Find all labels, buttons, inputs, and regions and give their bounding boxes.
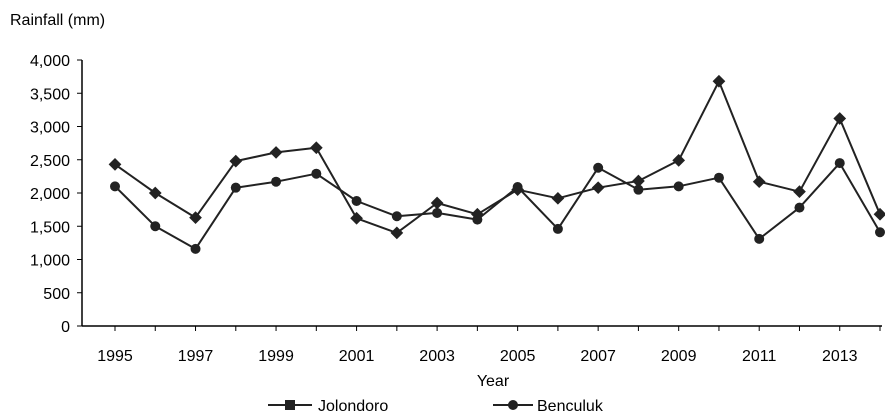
data-point-benculuk: [713, 172, 724, 183]
legend-marker-jolondoro: [285, 400, 295, 410]
data-point-benculuk: [110, 181, 120, 192]
x-tick-label: 1995: [97, 348, 133, 365]
data-point-jolondoro: [108, 158, 122, 171]
x-tick-label: 2003: [419, 348, 455, 365]
data-point-benculuk: [190, 243, 201, 254]
data-point-benculuk: [512, 182, 523, 193]
data-point-jolondoro: [793, 185, 806, 199]
data-point-jolondoro: [229, 154, 243, 168]
data-point-benculuk: [230, 182, 241, 193]
y-tick-label: 0: [61, 319, 70, 336]
x-tick-label: 2011: [742, 348, 777, 365]
y-tick-label: 3,500: [30, 86, 70, 103]
x-tick-label: 1999: [258, 348, 294, 365]
y-tick-label: 500: [43, 286, 70, 303]
series-line-jolondoro: [114, 80, 881, 234]
data-point-jolondoro: [712, 74, 726, 88]
x-tick-label: 2005: [500, 348, 536, 365]
data-point-benculuk: [593, 162, 604, 173]
data-point-benculuk: [834, 158, 845, 169]
data-point-jolondoro: [269, 146, 283, 159]
data-point-benculuk: [552, 223, 563, 234]
series-benculuk: [110, 158, 885, 254]
data-point-jolondoro: [390, 226, 404, 240]
data-point-jolondoro: [350, 211, 363, 225]
legend-label-benculuk: Benculuk: [537, 398, 604, 414]
series-line-benculuk: [114, 162, 881, 250]
x-axis-label: Year: [477, 373, 510, 390]
series-jolondoro: [108, 74, 885, 240]
x-tick-label: 1997: [178, 348, 214, 365]
x-tick-label: 2007: [580, 348, 616, 365]
data-point-jolondoro: [189, 211, 202, 224]
data-point-jolondoro: [833, 112, 847, 125]
legend-label-jolondoro: Jolondoro: [318, 398, 388, 414]
data-point-jolondoro: [672, 154, 686, 167]
data-point-benculuk: [633, 184, 644, 195]
x-tick-label: 2009: [661, 348, 697, 365]
y-tick-label: 2,500: [30, 153, 70, 170]
data-point-benculuk: [472, 214, 483, 225]
data-point-benculuk: [432, 207, 443, 218]
data-point-jolondoro: [591, 181, 605, 195]
x-tick-label: 2013: [822, 348, 858, 365]
legend: Jolondoro Benculuk: [268, 398, 604, 414]
data-point-jolondoro: [309, 141, 323, 155]
data-point-benculuk: [351, 195, 362, 206]
data-point-jolondoro: [873, 207, 885, 221]
data-point-benculuk: [150, 221, 161, 232]
data-point-benculuk: [391, 211, 402, 222]
series-layer: [108, 74, 885, 254]
data-point-benculuk: [875, 227, 885, 238]
data-point-benculuk: [271, 176, 282, 187]
y-tick-label: 3,000: [30, 120, 70, 137]
y-tick-label: 1,000: [30, 253, 70, 270]
data-point-benculuk: [673, 181, 684, 192]
data-point-benculuk: [311, 168, 322, 179]
data-point-benculuk: [754, 233, 765, 244]
data-point-jolondoro: [551, 191, 565, 205]
y-tick-label: 4,000: [30, 53, 70, 70]
data-point-jolondoro: [148, 186, 162, 200]
data-point-jolondoro: [752, 175, 766, 189]
data-point-benculuk: [794, 202, 805, 213]
legend-marker-benculuk: [508, 400, 518, 410]
data-point-jolondoro: [430, 196, 444, 210]
axes: 0 500 1,000 1,500 2,000 2,500 3,000 3,500 4,000 1…: [30, 53, 882, 365]
x-tick-label: 2001: [339, 348, 375, 365]
y-axis-label: Rainfall (mm): [10, 12, 105, 29]
y-tick-label: 1,500: [30, 219, 70, 236]
y-tick-label: 2,000: [30, 186, 70, 203]
